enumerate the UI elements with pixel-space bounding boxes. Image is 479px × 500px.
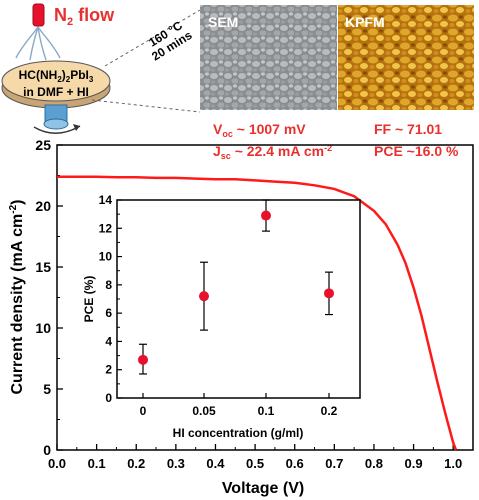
main-x-tick-label: 0.9 bbox=[405, 456, 423, 471]
inset-points bbox=[138, 199, 334, 375]
main-y-tick-label: 5 bbox=[43, 381, 51, 397]
inset-data-point bbox=[138, 354, 148, 365]
main-x-tick-label: 0.4 bbox=[206, 456, 225, 471]
pce-inset-chart: 0 2 4 6 8 10 12 14 0 0.05 0.1 0.2 HI concentration … bbox=[82, 193, 361, 440]
gas-nozzle-icon bbox=[32, 3, 45, 27]
main-y-tick-label: 20 bbox=[35, 198, 51, 214]
main-y-tick-label: 15 bbox=[35, 259, 51, 275]
main-x-tick-label: 0.1 bbox=[88, 456, 106, 471]
inset-data-point bbox=[324, 288, 334, 299]
rotation-arrow-head bbox=[73, 124, 80, 131]
voc-text: Voc ~ 1007 mV bbox=[213, 121, 306, 139]
inset-y-tick-label: 12 bbox=[99, 221, 113, 235]
device-metrics: Voc ~ 1007 mV Jsc ~ 22.4 mA cm-2 FF ~ 71… bbox=[213, 121, 459, 161]
inset-x-tick-label: 0 bbox=[140, 404, 147, 418]
inset-x-tick-label: 0.05 bbox=[192, 404, 216, 418]
substrate-disc bbox=[1, 60, 111, 102]
inset-data-point bbox=[199, 291, 209, 302]
ff-text: FF ~ 71.01 bbox=[374, 121, 442, 137]
inset-x-tick-label: 0.2 bbox=[321, 404, 338, 418]
solution-line-2: in DMF + HI bbox=[23, 85, 89, 99]
main-y-tick-label: 25 bbox=[35, 137, 51, 153]
main-x-tick-label: 0.7 bbox=[325, 456, 343, 471]
pce-text: PCE ~16.0 % bbox=[374, 143, 459, 159]
kpfm-label: KPFM bbox=[345, 14, 385, 30]
jsc-text: Jsc ~ 22.4 mA cm-2 bbox=[213, 143, 332, 161]
jv-curve-line bbox=[57, 175, 458, 451]
spin-coating-schematic: N2 flow HC(NH2)2PbI3 in DMF + HI 160 °C … bbox=[1, 3, 201, 134]
main-y-tick-label: 10 bbox=[35, 320, 51, 336]
inset-y-tick-label: 14 bbox=[99, 193, 113, 207]
gas-flow-lines bbox=[15, 26, 61, 61]
inset-y-tick-label: 6 bbox=[105, 306, 112, 320]
inset-data-point bbox=[261, 210, 271, 221]
main-x-axis-label: Voltage (V) bbox=[222, 480, 304, 497]
inset-axis-ticks: 0 2 4 6 8 10 12 14 0 0.05 0.1 0.2 bbox=[99, 193, 338, 418]
main-x-tick-label: 0.6 bbox=[286, 456, 304, 471]
inset-plot-frame bbox=[116, 199, 361, 399]
jv-chart: 0.0 0.1 0.2 0.3 0.4 0.5 0.6 0.7 0.8 0.9 1.0 0 5 10 15 2… bbox=[8, 137, 474, 497]
inset-x-axis-label: HI concentration (g/ml) bbox=[173, 426, 304, 440]
sem-image: SEM bbox=[200, 5, 337, 110]
main-x-tick-label: 0.3 bbox=[167, 456, 185, 471]
main-x-tick-label: 0.5 bbox=[246, 456, 264, 471]
inset-y-tick-label: 4 bbox=[105, 334, 112, 348]
solution-line-1: HC(NH2)2PbI3 bbox=[19, 68, 94, 84]
main-x-tick-label: 0.2 bbox=[127, 456, 145, 471]
sem-label: SEM bbox=[208, 14, 238, 30]
main-axis-ticks: 0.0 0.1 0.2 0.3 0.4 0.5 0.6 0.7 0.8 0.9 1.0 0 5 10 15 2… bbox=[35, 137, 462, 471]
main-x-tick-label: 1.0 bbox=[444, 456, 462, 471]
gas-flow-label: N2 flow bbox=[54, 5, 115, 28]
kpfm-image: KPFM bbox=[338, 5, 474, 110]
spin-chuck-icon bbox=[43, 118, 69, 130]
inset-y-tick-label: 0 bbox=[105, 391, 112, 405]
main-y-axis-label: Current density (mA cm-2) bbox=[8, 199, 26, 394]
inset-y-tick-label: 10 bbox=[99, 250, 113, 264]
main-x-tick-label: 0.8 bbox=[365, 456, 383, 471]
inset-y-axis-label: PCE (%) bbox=[82, 276, 96, 323]
main-x-tick-label: 0.0 bbox=[48, 456, 66, 471]
inset-y-tick-label: 2 bbox=[105, 363, 112, 377]
leader-line-bottom bbox=[91, 99, 201, 113]
inset-x-tick-label: 0.1 bbox=[258, 404, 275, 418]
leader-line-top bbox=[104, 9, 201, 67]
inset-y-tick-label: 8 bbox=[105, 278, 112, 292]
main-y-tick-label: 0 bbox=[43, 442, 51, 458]
